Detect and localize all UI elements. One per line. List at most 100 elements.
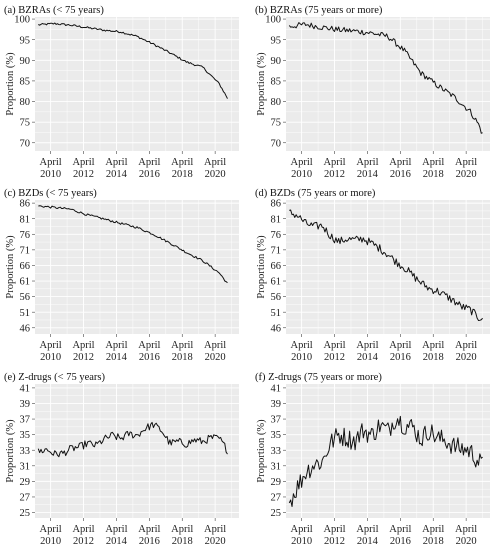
panel-d: (d) BZDs (75 years or more) 46 51 56 61 66 71 7… [255,188,490,363]
y-axis-label: Proportion (%) [256,419,267,483]
y-tick-label: 33 [271,446,282,457]
x-tick-label: April 2014 [105,157,127,180]
plot-background [286,384,490,518]
panel-title: (b) BZRAs (75 years or more) [255,5,383,16]
panel-e: (e) Z-drugs (< 75 years) 25 27 29 31 33 35 37 39… [4,372,239,547]
x-tick-label: April 2014 [105,340,127,363]
x-tick-label: April 2018 [422,340,444,363]
y-tick-label: 71 [20,245,31,256]
y-axis-label: Proportion (%) [5,419,16,483]
series-line [37,421,228,458]
y-tick-label: 37 [20,415,31,426]
x-tick-label: April 2018 [422,524,444,547]
x-tick-label: April 2016 [389,157,411,180]
x-tick-label: April 2016 [138,157,160,180]
y-tick-label: 61 [271,277,282,288]
series-line [38,205,228,284]
panel-title: (f) Z-drugs (75 years or more) [255,372,382,383]
y-tick-label: 27 [20,493,31,504]
y-tick-label: 56 [20,292,31,303]
y-tick-label: 95 [20,35,31,46]
panel-b: (b) BZRAs (75 years or more) 70 75 80 85 90 95… [255,5,490,180]
x-tick-label: April 2016 [389,340,411,363]
y-tick-label: 95 [271,35,282,46]
x-tick-label: April 2020 [204,524,226,547]
y-tick-label: 27 [271,493,282,504]
panel-a: (a) BZRAs (< 75 years) 70 75 80 85 90 95 100 Apr… [4,5,239,180]
x-tick-label: April 2014 [356,157,378,180]
y-axis-label: Proportion (%) [5,52,16,116]
x-tick-label: April 2010 [291,524,313,547]
panel-title: (d) BZDs (75 years or more) [255,188,376,199]
y-axis-label: Proportion (%) [5,235,16,299]
x-tick-label: April 2012 [323,524,345,547]
x-tick-label: April 2014 [356,524,378,547]
x-tick-label: April 2012 [72,157,94,180]
x-tick-label: April 2014 [105,524,127,547]
x-tick-label: April 2010 [291,340,313,363]
y-tick-label: 66 [20,261,31,272]
x-tick-label: April 2016 [138,524,160,547]
y-tick-label: 80 [20,97,31,108]
y-tick-label: 33 [20,446,31,457]
y-tick-label: 85 [271,77,282,88]
y-tick-label: 75 [271,118,282,129]
x-tick-label: April 2016 [389,524,411,547]
x-tick-label: April 2018 [422,157,444,180]
panel-title: (e) Z-drugs (< 75 years) [4,372,105,383]
x-tick-label: April 2010 [40,340,62,363]
y-tick-label: 75 [20,118,31,129]
plot-background [35,200,239,334]
x-tick-label: April 2010 [40,157,62,180]
y-tick-label: 81 [271,214,282,225]
panel-c: (c) BZDs (< 75 years) 46 51 56 61 66 71 76 81 86 A… [4,188,239,363]
y-tick-label: 46 [271,323,282,334]
y-tick-label: 80 [271,97,282,108]
y-tick-label: 39 [20,399,31,410]
y-tick-label: 61 [20,277,31,288]
series-line [288,415,483,508]
y-axis-label: Proportion (%) [256,235,267,299]
series-line [289,209,483,321]
y-tick-label: 29 [20,477,31,488]
y-tick-label: 37 [271,415,282,426]
y-tick-label: 56 [271,292,282,303]
y-tick-label: 41 [20,383,31,394]
y-tick-label: 100 [14,15,30,26]
y-tick-label: 31 [20,461,31,472]
y-tick-label: 31 [271,461,282,472]
y-tick-label: 81 [20,214,31,225]
y-tick-label: 90 [271,56,282,67]
y-tick-label: 86 [20,199,31,210]
x-tick-label: April 2020 [455,157,477,180]
plot-background [35,384,239,518]
y-tick-label: 76 [20,230,31,241]
y-tick-label: 66 [271,261,282,272]
y-tick-label: 71 [271,245,282,256]
y-tick-label: 76 [271,230,282,241]
x-tick-label: April 2020 [204,157,226,180]
x-tick-label: April 2012 [323,157,345,180]
y-tick-label: 86 [271,199,282,210]
x-tick-label: April 2012 [72,524,94,547]
x-tick-label: April 2012 [72,340,94,363]
y-tick-label: 25 [271,508,282,519]
x-tick-label: April 2010 [291,157,313,180]
y-tick-label: 100 [265,15,281,26]
panel-title: (c) BZDs (< 75 years) [4,188,97,199]
series-line [288,22,483,134]
y-tick-label: 35 [271,430,282,441]
y-axis-label: Proportion (%) [256,52,267,116]
x-tick-label: April 2018 [171,340,193,363]
y-tick-label: 70 [271,138,282,149]
panel-title: (a) BZRAs (< 75 years) [4,5,104,16]
series-line [38,22,228,99]
y-tick-label: 90 [20,56,31,67]
x-tick-label: April 2014 [356,340,378,363]
plot-background [35,17,239,151]
y-tick-label: 51 [271,308,282,319]
y-tick-label: 25 [20,508,31,519]
y-tick-label: 41 [271,383,282,394]
plot-background [286,200,490,334]
